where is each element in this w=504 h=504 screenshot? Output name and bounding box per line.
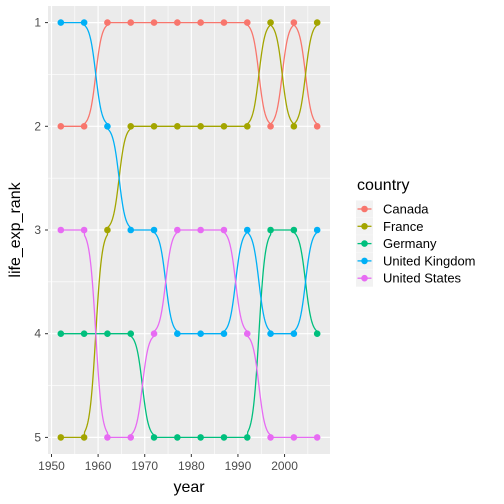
x-tick-label: 1950 [38,459,65,473]
data-point-france [291,123,298,130]
x-tick-label: 1970 [131,459,158,473]
data-point-united-states [197,227,204,234]
data-point-united-states [174,227,181,234]
data-point-germany [151,434,158,441]
data-point-united-kingdom [291,330,298,337]
legend-item: Canada [356,201,429,218]
data-point-germany [127,330,134,337]
data-point-united-states [314,434,321,441]
data-point-united-states [104,434,111,441]
data-point-united-kingdom [127,227,134,234]
y-tick-label: 3 [34,223,41,237]
data-point-germany [104,330,111,337]
x-axis: 1950 1960 1970 1980 1990 2000 [38,454,298,473]
data-point-united-states [58,227,65,234]
data-point-united-kingdom [314,227,321,234]
x-axis-title: year [173,479,205,496]
data-point-france [221,123,228,130]
legend-key-point [361,258,368,265]
data-point-france [104,227,111,234]
data-point-united-kingdom [221,330,228,337]
data-point-canada [314,123,321,130]
y-tick-label: 2 [34,119,41,133]
legend-item: Germany [356,235,437,252]
data-point-france [151,123,158,130]
data-point-united-states [244,330,251,337]
data-point-canada [221,19,228,26]
data-point-canada [104,19,111,26]
data-point-canada [267,123,274,130]
data-point-france [58,434,65,441]
legend-key-point [361,240,368,247]
legend-label: France [383,219,423,234]
y-axis-title: life_exp_rank [7,181,24,277]
data-point-united-kingdom [81,19,88,26]
data-point-canada [58,123,65,130]
data-point-united-states [127,434,134,441]
data-point-france [81,434,88,441]
x-tick-label: 1980 [178,459,205,473]
legend-label: Germany [383,236,437,251]
y-tick-label: 1 [34,16,41,30]
data-point-germany [81,330,88,337]
data-point-germany [174,434,181,441]
legend-key-point [361,223,368,230]
data-point-france [197,123,204,130]
data-point-france [267,19,274,26]
data-point-france [127,123,134,130]
data-point-united-states [291,434,298,441]
legend-item: United States [356,270,462,287]
x-tick-label: 1990 [225,459,252,473]
data-point-united-kingdom [267,330,274,337]
y-tick-label: 4 [34,327,41,341]
data-point-united-states [221,227,228,234]
data-point-canada [291,19,298,26]
data-point-united-states [81,227,88,234]
data-point-canada [244,19,251,26]
legend-key-point [361,275,368,282]
data-point-united-kingdom [244,227,251,234]
data-point-canada [174,19,181,26]
legend-item: France [356,218,423,235]
data-point-united-kingdom [151,227,158,234]
data-point-united-states [267,434,274,441]
data-point-united-kingdom [104,123,111,130]
data-point-canada [81,123,88,130]
data-point-france [244,123,251,130]
y-axis: 1 2 3 4 5 [34,16,48,445]
data-point-france [314,19,321,26]
data-point-germany [197,434,204,441]
x-tick-label: 2000 [271,459,298,473]
legend-item: United Kingdom [356,252,476,269]
data-point-united-states [151,330,158,337]
data-point-germany [267,227,274,234]
legend-label: United States [383,271,462,286]
legend-title: country [357,177,409,194]
data-point-germany [244,434,251,441]
legend: country Canada France Germany United Kingdo… [356,177,476,287]
data-point-united-kingdom [174,330,181,337]
data-point-canada [151,19,158,26]
legend-label: United Kingdom [383,253,476,268]
legend-key-point [361,206,368,213]
x-tick-label: 1960 [85,459,112,473]
data-point-germany [221,434,228,441]
legend-label: Canada [383,202,429,217]
y-tick-label: 5 [34,430,41,444]
data-point-united-kingdom [197,330,204,337]
data-point-germany [58,330,65,337]
data-point-canada [197,19,204,26]
data-point-france [174,123,181,130]
data-point-germany [314,330,321,337]
data-point-united-kingdom [58,19,65,26]
data-point-canada [127,19,134,26]
data-point-germany [291,227,298,234]
